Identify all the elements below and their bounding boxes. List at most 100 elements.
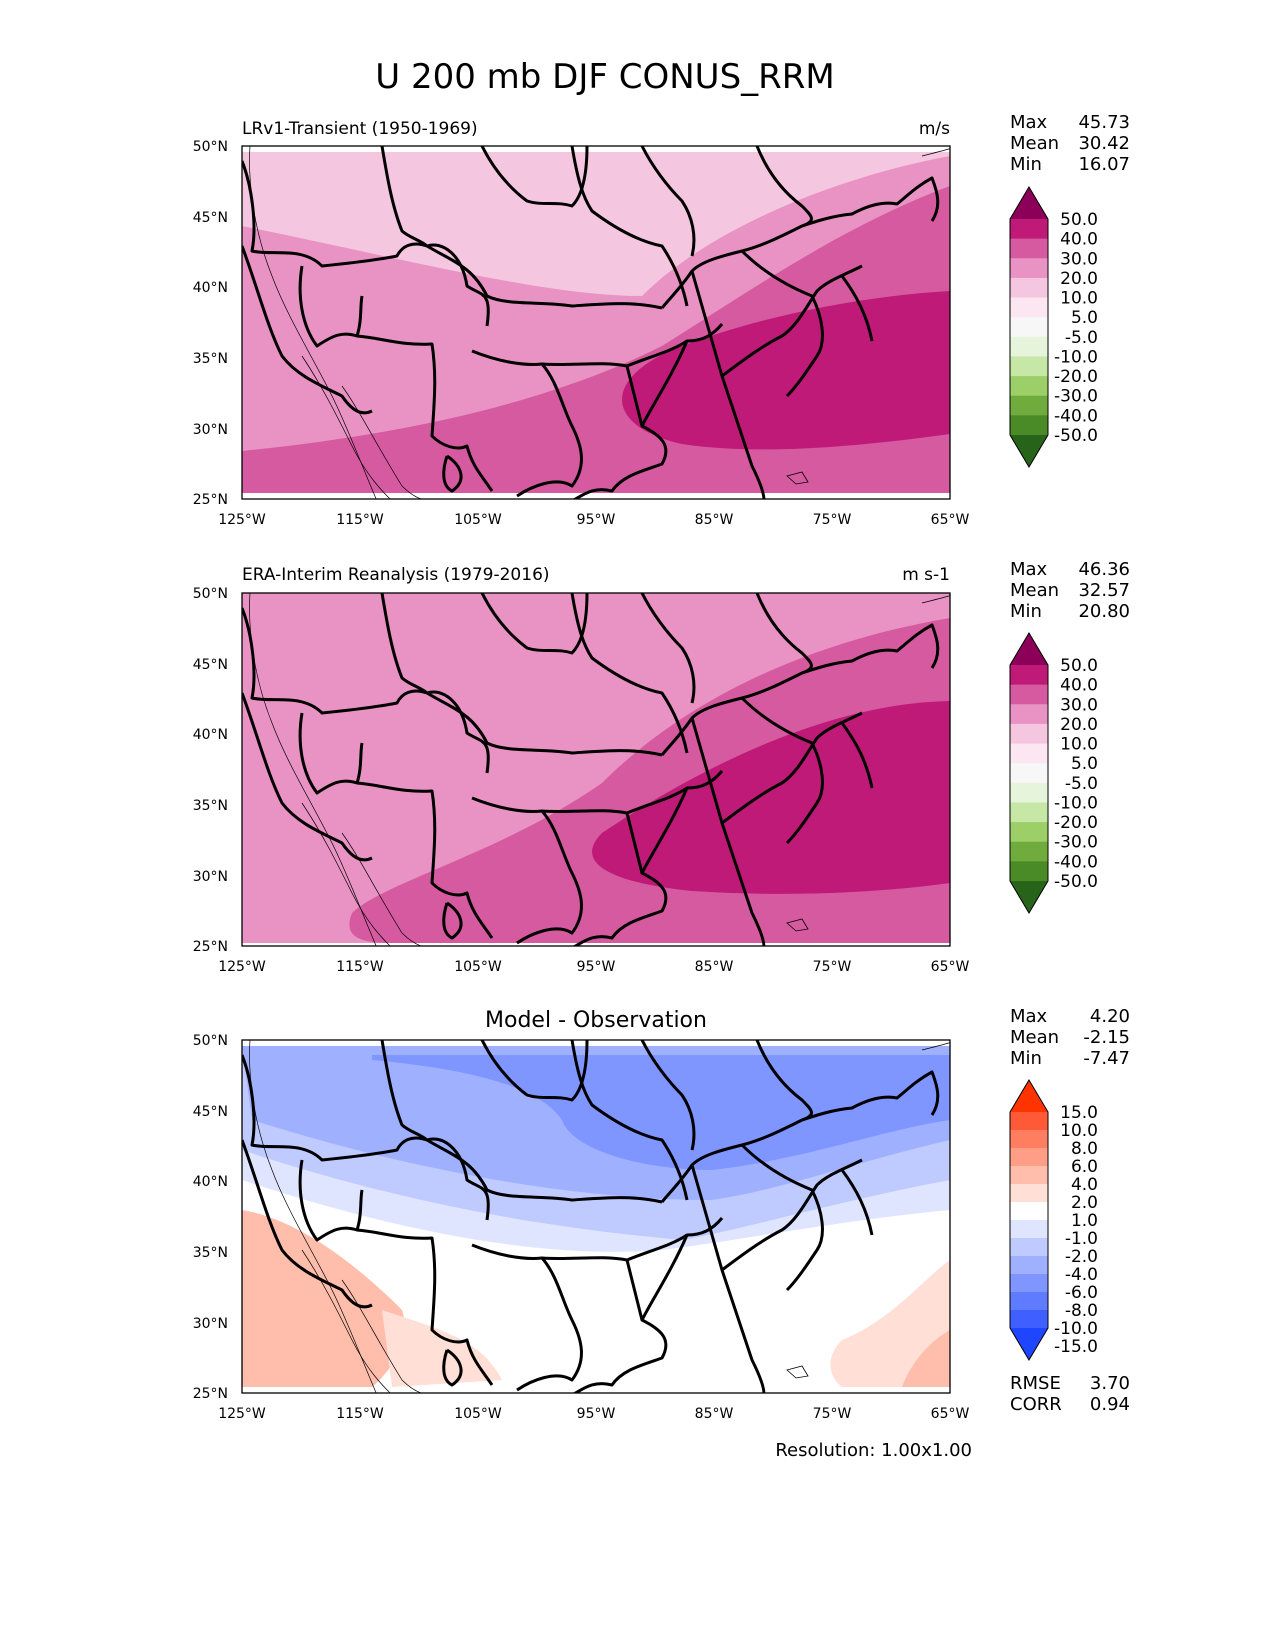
panel-2-x-ticks: 125°W 115°W 105°W 95°W 85°W 75°W 65°W xyxy=(218,959,969,975)
y-tick-label: 25°N xyxy=(193,1386,228,1402)
colorbar-tick-label: -50.0 xyxy=(1054,872,1098,892)
stat-label: Min xyxy=(1010,154,1042,175)
colorbar-segment xyxy=(1010,1238,1048,1257)
stat-value: 30.42 xyxy=(1078,133,1130,154)
colorbar-tick-label: 5.0 xyxy=(1071,308,1098,328)
x-tick-label: 75°W xyxy=(813,959,852,975)
colorbar-cap-top xyxy=(1010,633,1048,665)
colorbar-tick-label: -2.0 xyxy=(1065,1247,1098,1267)
colorbar-segment xyxy=(1010,1112,1048,1131)
colorbar-tick-label: -5.0 xyxy=(1065,328,1098,348)
colorbar-tick-label: 50.0 xyxy=(1060,210,1098,230)
y-tick-label: 50°N xyxy=(193,1033,228,1049)
panel-2-y-ticks: 50°N 45°N 40°N 35°N 30°N 25°N xyxy=(193,586,228,955)
colorbar-cap-top xyxy=(1010,187,1048,219)
colorbar-segment xyxy=(1010,743,1048,764)
colorbar-outline xyxy=(1009,1079,1049,1361)
colorbar-segment xyxy=(1010,684,1048,705)
colorbar-segment xyxy=(1010,841,1048,862)
resolution-note: Resolution: 1.00x1.00 xyxy=(775,1440,972,1461)
colorbar-segment xyxy=(1010,1148,1048,1167)
panel-model: LRv1-Transient (1950-1969) m/s 125°W 115… xyxy=(193,112,1130,528)
colorbar-segment xyxy=(1010,861,1048,882)
panel-3-colorbar: 15.010.08.06.04.02.01.0-1.0-2.0-4.0-6.0-… xyxy=(1009,1079,1098,1361)
panel-3-y-ticks: 50°N 45°N 40°N 35°N 30°N 25°N xyxy=(193,1033,228,1402)
panel-1-stats: Max 45.73 Mean 30.42 Min 16.07 xyxy=(1010,112,1130,175)
colorbar-segment xyxy=(1010,704,1048,725)
panel-3-stats: Max 4.20 Mean -2.15 Min -7.47 xyxy=(1010,1006,1130,1069)
y-tick-label: 30°N xyxy=(193,869,228,885)
x-tick-label: 65°W xyxy=(931,959,970,975)
x-tick-label: 75°W xyxy=(813,512,852,528)
colorbar-cap-bottom xyxy=(1010,435,1048,467)
panel-1-frame xyxy=(241,145,951,500)
panel-2-subtitle-right: m s-1 xyxy=(902,565,950,585)
panel-3-map xyxy=(242,1040,950,1393)
colorbar-tick-label: 30.0 xyxy=(1060,249,1098,269)
x-tick-label: 105°W xyxy=(454,959,502,975)
colorbar-segment xyxy=(1010,1184,1048,1203)
colorbar-tick-label: 10.0 xyxy=(1060,1121,1098,1141)
x-tick-label: 115°W xyxy=(336,959,384,975)
stat-value: 32.57 xyxy=(1078,580,1130,601)
panel-2-frame xyxy=(241,592,951,947)
y-tick-label: 50°N xyxy=(193,586,228,602)
colorbar-tick-label: 6.0 xyxy=(1071,1157,1098,1177)
colorbar-segment xyxy=(1010,1292,1048,1311)
colorbar-segment xyxy=(1010,1256,1048,1275)
stat-label: RMSE xyxy=(1010,1373,1061,1394)
x-tick-label: 85°W xyxy=(695,1406,734,1422)
colorbar-segment xyxy=(1010,376,1048,397)
panel-1-map xyxy=(242,146,950,499)
colorbar-tick-label: 40.0 xyxy=(1060,230,1098,250)
x-tick-label: 115°W xyxy=(336,1406,384,1422)
stat-label: Min xyxy=(1010,1048,1042,1069)
colorbar-segment xyxy=(1010,356,1048,377)
colorbar-tick-label: 4.0 xyxy=(1071,1175,1098,1195)
panel-1-subtitle-left: LRv1-Transient (1950-1969) xyxy=(242,119,478,139)
colorbar-tick-label: -1.0 xyxy=(1065,1229,1098,1249)
colorbar-segment xyxy=(1010,1274,1048,1293)
panel-3-x-ticks: 125°W 115°W 105°W 95°W 85°W 75°W 65°W xyxy=(218,1406,969,1422)
colorbar-segment xyxy=(1010,1130,1048,1149)
colorbar-segment xyxy=(1010,822,1048,843)
colorbar-outline xyxy=(1009,632,1049,914)
colorbar-segment xyxy=(1010,782,1048,803)
stat-label: Mean xyxy=(1010,580,1059,601)
panel-3-frame xyxy=(241,1039,951,1394)
x-tick-label: 105°W xyxy=(454,1406,502,1422)
colorbar-segment xyxy=(1010,317,1048,338)
y-tick-label: 40°N xyxy=(193,1174,228,1190)
y-tick-label: 35°N xyxy=(193,1245,228,1261)
colorbar-segment xyxy=(1010,297,1048,318)
colorbar-segment xyxy=(1010,277,1048,299)
colorbar-segment xyxy=(1010,238,1048,259)
y-tick-label: 25°N xyxy=(193,492,228,508)
colorbar-tick-label: 2.0 xyxy=(1071,1193,1098,1213)
colorbar-tick-label: 8.0 xyxy=(1071,1139,1098,1159)
panel-2-colorbar: 50.040.030.020.010.05.0-5.0-10.0-20.0-30… xyxy=(1009,632,1098,914)
colorbar-tick-label: -20.0 xyxy=(1054,367,1098,387)
colorbar-tick-label: -50.0 xyxy=(1054,426,1098,446)
x-tick-label: 125°W xyxy=(218,1406,266,1422)
stat-label: CORR xyxy=(1010,1394,1062,1415)
colorbar-segment xyxy=(1010,1220,1048,1239)
colorbar-tick-label: 30.0 xyxy=(1060,695,1098,715)
stat-label: Max xyxy=(1010,1006,1048,1027)
colorbar-tick-label: 10.0 xyxy=(1060,735,1098,755)
colorbar-segment xyxy=(1010,415,1048,436)
x-tick-label: 125°W xyxy=(218,512,266,528)
colorbar-tick-label: -40.0 xyxy=(1054,406,1098,426)
stat-value: -7.47 xyxy=(1083,1048,1130,1069)
x-tick-label: 85°W xyxy=(695,959,734,975)
panel-2-map xyxy=(242,593,950,946)
x-tick-label: 115°W xyxy=(336,512,384,528)
colorbar-tick-label: -10.0 xyxy=(1054,347,1098,367)
panel-2-stats: Max 46.36 Mean 32.57 Min 20.80 xyxy=(1010,559,1130,622)
colorbar-segment xyxy=(1010,1166,1048,1185)
colorbar-outline xyxy=(1009,186,1049,468)
stat-label: Min xyxy=(1010,601,1042,622)
colorbar-tick-label: 10.0 xyxy=(1060,289,1098,309)
x-tick-label: 95°W xyxy=(577,959,616,975)
colorbar-segment xyxy=(1010,665,1048,686)
